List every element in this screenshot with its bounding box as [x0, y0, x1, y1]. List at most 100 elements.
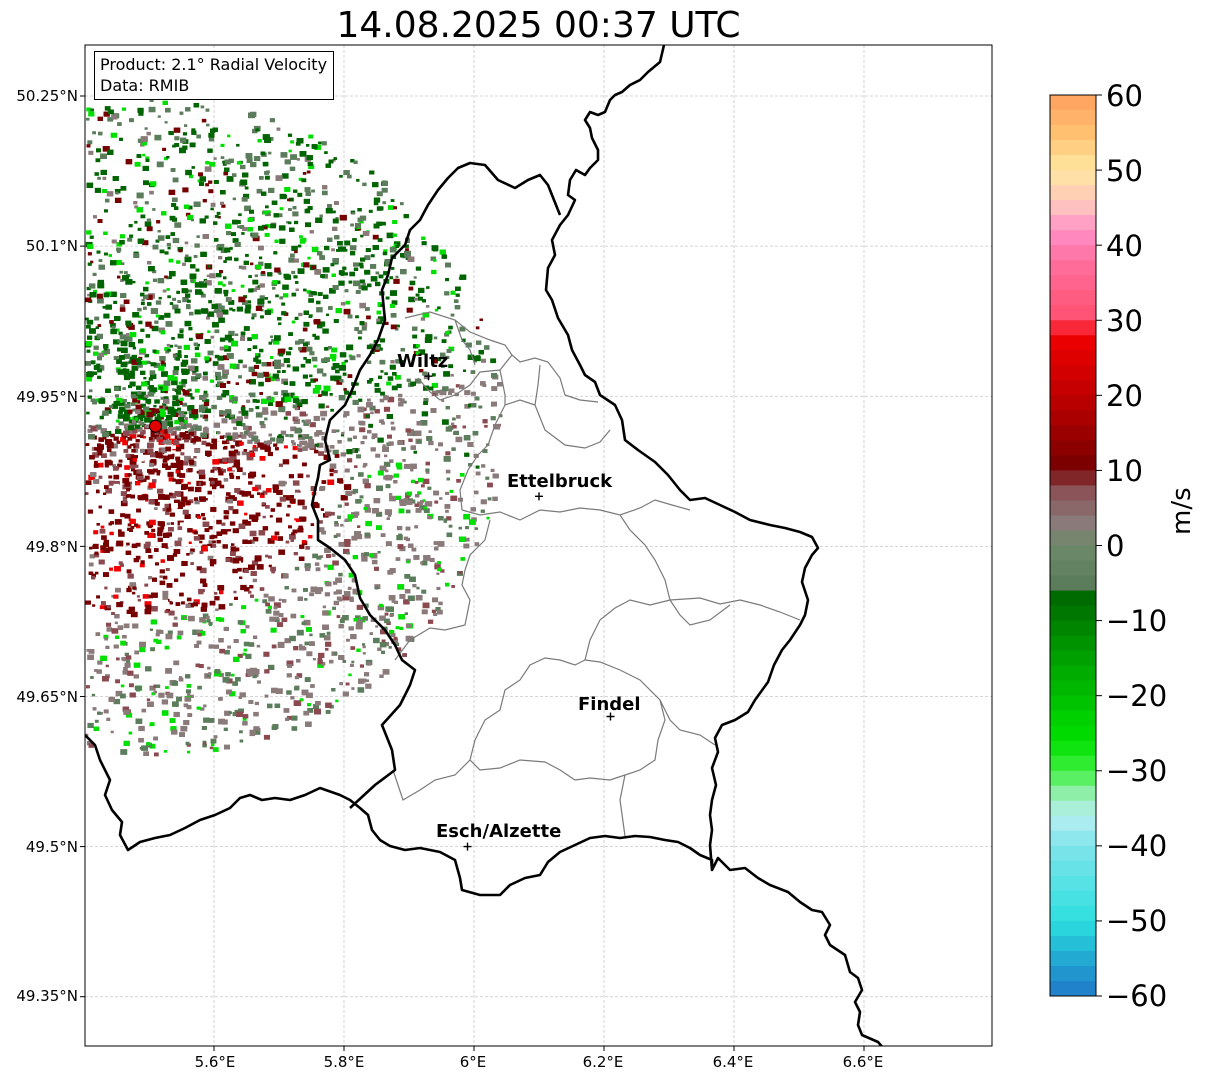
echo-pixel [400, 348, 405, 352]
echo-pixel [309, 436, 313, 439]
echo-pixel [322, 273, 328, 279]
echo-pixel [343, 411, 350, 416]
echo-pixel [165, 107, 171, 113]
echo-pixel [324, 547, 331, 553]
echo-pixel [172, 701, 179, 707]
echo-pixel [199, 404, 205, 410]
echo-pixel [128, 731, 133, 735]
echo-pixel [150, 452, 157, 458]
echo-pixel [207, 666, 211, 670]
echo-pixel [130, 402, 136, 406]
echo-pixel [246, 425, 252, 431]
echo-pixel [284, 187, 291, 192]
echo-pixel [434, 564, 441, 570]
echo-pixel [198, 664, 204, 668]
echo-pixel [198, 172, 203, 177]
echo-pixel [126, 609, 132, 614]
echo-pixel [106, 409, 112, 414]
echo-pixel [303, 588, 308, 592]
echo-pixel [377, 605, 385, 611]
echo-pixel [309, 422, 316, 428]
echo-pixel [277, 213, 283, 218]
echo-pixel [350, 663, 354, 667]
echo-pixel [162, 463, 168, 468]
echo-pixel [377, 551, 381, 554]
echo-pixel [353, 262, 359, 267]
echo-pixel [196, 134, 201, 139]
echo-pixel [396, 383, 402, 388]
echo-pixel [312, 553, 318, 559]
echo-pixel [436, 357, 441, 362]
echo-pixel [331, 347, 338, 353]
echo-pixel [490, 416, 496, 421]
echo-pixel [219, 484, 225, 489]
echo-pixel [235, 220, 241, 224]
echo-pixel [129, 683, 134, 688]
echo-pixel [176, 260, 181, 264]
echo-pixel [314, 269, 322, 275]
echo-pixel [301, 419, 305, 423]
echo-pixel [174, 540, 182, 547]
echo-pixel [262, 134, 270, 140]
echo-pixel [172, 553, 178, 557]
echo-pixel [132, 346, 136, 350]
echo-pixel [383, 271, 389, 276]
echo-pixel [92, 371, 98, 375]
echo-pixel [205, 280, 212, 286]
echo-pixel [359, 265, 364, 269]
echo-pixel [236, 161, 242, 165]
echo-pixel [110, 132, 118, 138]
echo-pixel [241, 405, 246, 408]
echo-pixel [120, 550, 126, 554]
echo-pixel [162, 595, 169, 600]
echo-pixel [166, 692, 174, 699]
echo-pixel [262, 526, 269, 531]
echo-pixel [267, 538, 275, 544]
echo-pixel [388, 205, 394, 210]
echo-pixel [266, 362, 272, 367]
echo-pixel [120, 693, 126, 699]
echo-pixel [224, 649, 230, 655]
echo-pixel [289, 197, 294, 202]
echo-pixel [124, 465, 130, 470]
echo-pixel [182, 297, 189, 303]
echo-pixel [303, 342, 308, 347]
echo-pixel [237, 653, 243, 658]
echo-pixel [404, 589, 411, 594]
echo-pixel [234, 488, 241, 493]
echo-pixel [237, 620, 244, 625]
echo-pixel [336, 533, 341, 537]
echo-pixel [348, 626, 354, 631]
echo-pixel [104, 106, 111, 111]
echo-pixel [422, 478, 430, 485]
echo-pixel [144, 583, 149, 587]
echo-pixel [186, 553, 190, 556]
echo-pixel [306, 290, 312, 294]
echo-pixel [162, 420, 167, 424]
echo-pixel [273, 488, 278, 493]
echo-pixel [287, 133, 293, 137]
echo-pixel [122, 670, 129, 675]
echo-pixel [277, 641, 285, 648]
echo-pixel [100, 169, 107, 175]
echo-pixel [359, 495, 364, 499]
echo-pixel [352, 488, 359, 494]
echo-pixel [305, 222, 311, 228]
echo-pixel [308, 164, 315, 170]
echo-pixel [206, 619, 211, 623]
echo-pixel [229, 466, 235, 472]
echo-pixel [274, 618, 280, 623]
echo-pixel [330, 375, 337, 381]
echo-pixel [314, 335, 320, 340]
echo-pixel [120, 684, 125, 688]
echo-pixel [185, 254, 189, 258]
echo-pixel [311, 356, 318, 362]
echo-pixel [279, 238, 286, 244]
echo-pixel [110, 323, 116, 328]
echo-pixel [123, 299, 130, 304]
echo-pixel [149, 722, 155, 726]
echo-pixel [136, 207, 143, 213]
echo-pixel [446, 516, 452, 521]
echo-pixel [247, 300, 252, 304]
echo-pixel [145, 156, 150, 160]
